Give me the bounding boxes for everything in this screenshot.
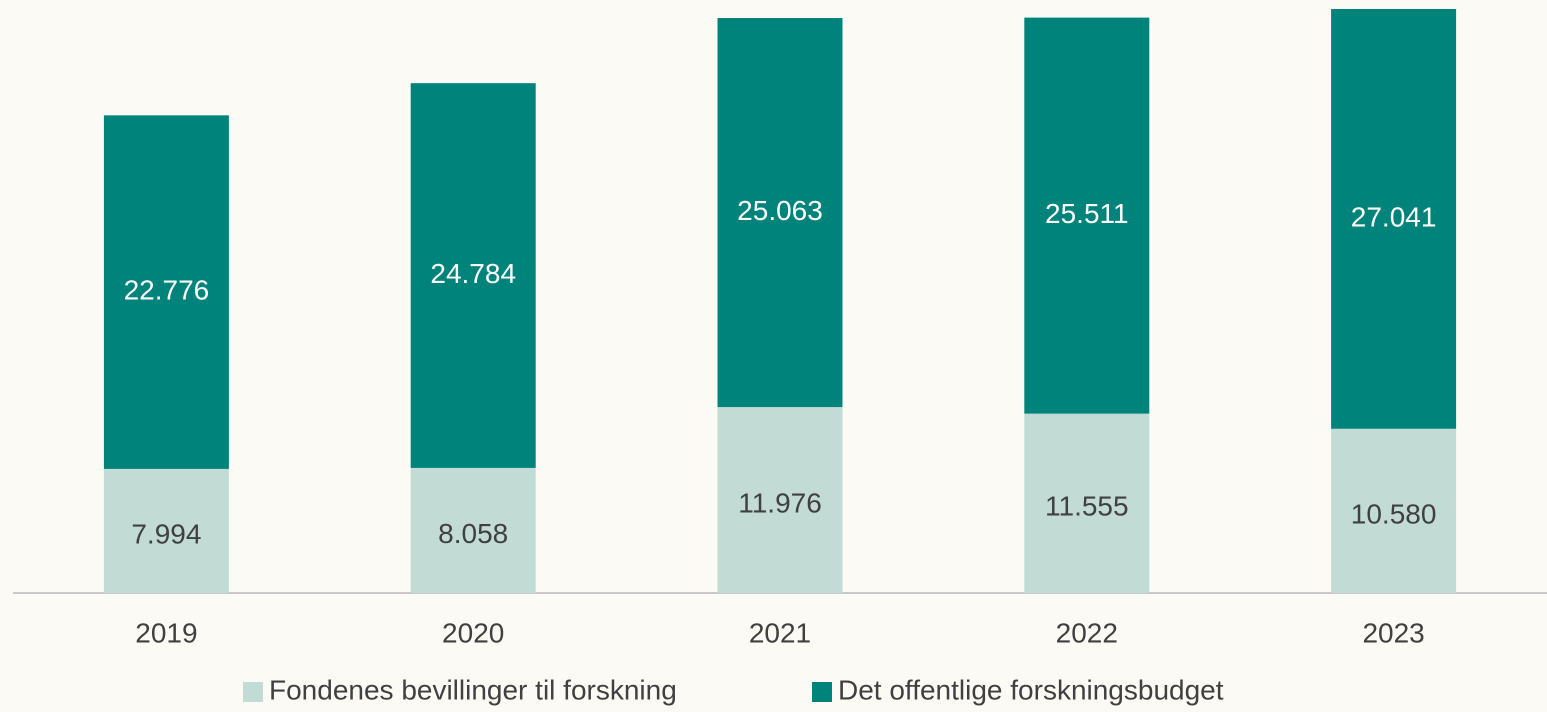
bar-segment [410, 467, 536, 593]
x-tick-label: 2020 [442, 617, 504, 648]
data-label: 22.776 [124, 275, 210, 306]
legend-swatch [243, 682, 263, 702]
bar-segment [717, 18, 843, 408]
bar-segment [717, 407, 843, 593]
data-label: 27.041 [1351, 201, 1437, 232]
data-label: 25.063 [737, 195, 823, 226]
data-label: 8.058 [438, 518, 508, 549]
bar-segment [1024, 17, 1150, 414]
data-label: 11.976 [738, 487, 822, 518]
x-tick-label: 2021 [749, 617, 811, 648]
data-label: 11.555 [1045, 491, 1129, 522]
bar-segment [1331, 428, 1457, 593]
legend-label: Fondenes bevillinger til forskning [269, 674, 677, 705]
data-label: 10.580 [1351, 498, 1437, 529]
data-label: 7.994 [131, 518, 201, 549]
legend-swatch [812, 682, 832, 702]
data-label: 24.784 [430, 258, 516, 289]
bar-segment [410, 83, 536, 468]
bar-segment [1024, 413, 1150, 593]
legend-label: Det offentlige forskningsbudget [838, 674, 1224, 705]
bar-segment [1331, 9, 1457, 429]
x-tick-label: 2022 [1056, 617, 1118, 648]
x-tick-label: 2023 [1362, 617, 1424, 648]
bar-segment [103, 115, 229, 469]
bar-segment [103, 468, 229, 593]
x-tick-label: 2019 [135, 617, 197, 648]
data-label: 25.511 [1045, 198, 1129, 229]
